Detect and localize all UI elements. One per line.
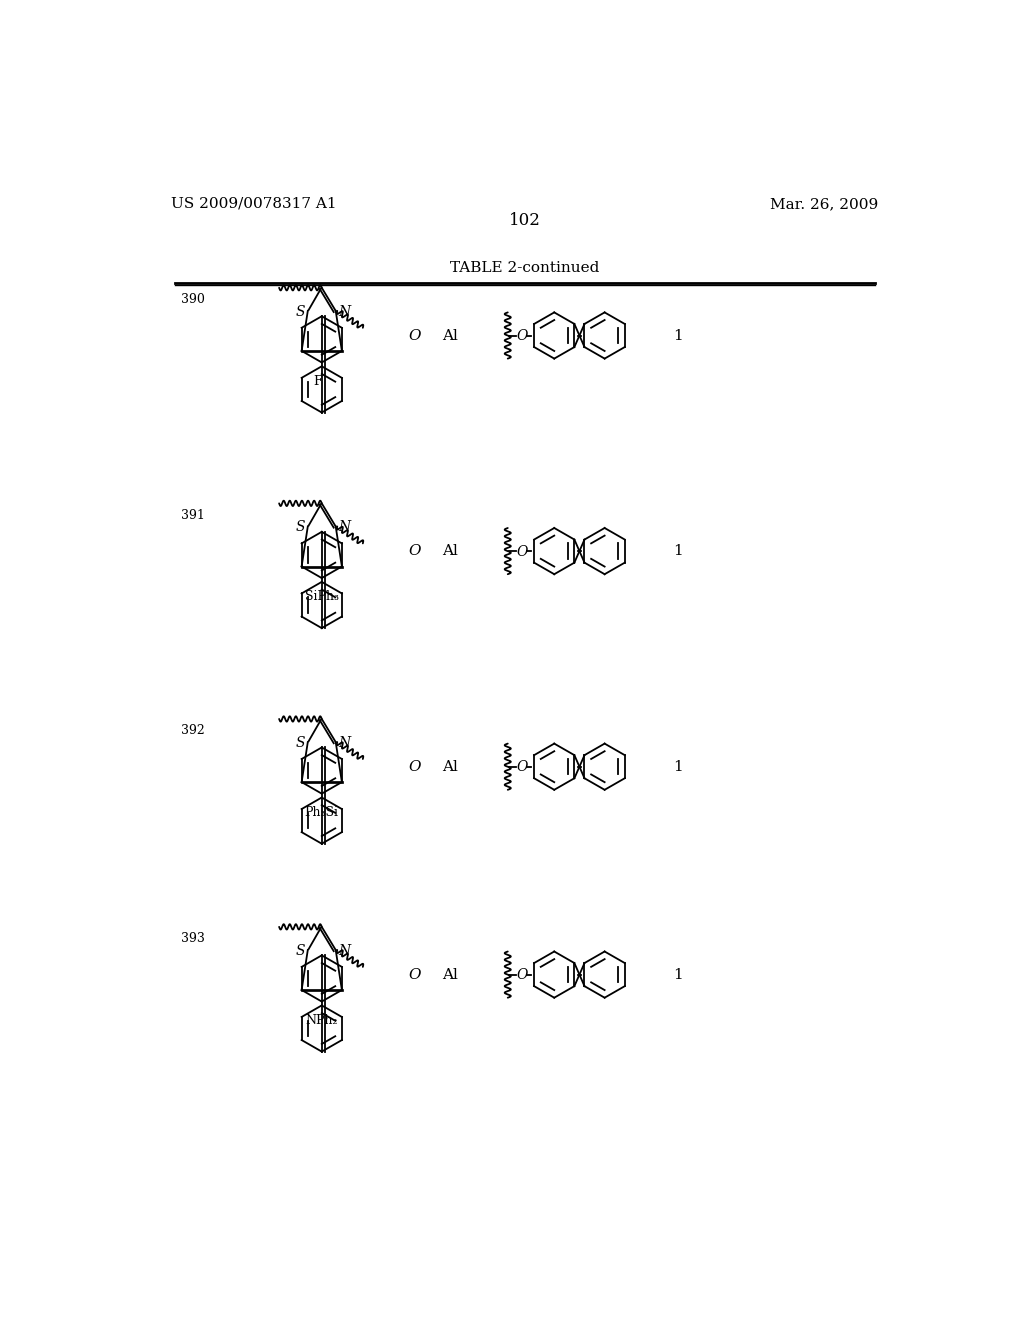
Text: Mar. 26, 2009: Mar. 26, 2009 [770,197,879,211]
Text: O: O [516,329,527,343]
Text: N: N [338,944,350,958]
Text: N: N [338,305,350,318]
Text: S: S [295,305,305,318]
Text: US 2009/0078317 A1: US 2009/0078317 A1 [171,197,336,211]
Text: 392: 392 [180,725,205,738]
Text: S: S [295,520,305,535]
Text: TABLE 2-continued: TABLE 2-continued [451,261,599,275]
Text: O: O [409,544,421,558]
Text: 393: 393 [180,932,205,945]
Text: 1: 1 [674,760,683,774]
Text: N: N [338,735,350,750]
Text: Al: Al [441,968,458,982]
Text: N: N [338,520,350,535]
Text: O: O [516,760,527,775]
Text: 1: 1 [674,329,683,342]
Text: S: S [295,944,305,958]
Text: Ph₃Si: Ph₃Si [305,807,339,818]
Text: O: O [516,545,527,558]
Text: F: F [313,375,323,388]
Text: NPh₂: NPh₂ [305,1014,338,1027]
Text: 1: 1 [674,968,683,982]
Text: O: O [516,969,527,982]
Text: 390: 390 [180,293,205,306]
Text: SiPh₃: SiPh₃ [305,590,339,603]
Text: 1: 1 [674,544,683,558]
Text: O: O [409,329,421,342]
Text: 391: 391 [180,508,205,521]
Text: Al: Al [441,544,458,558]
Text: Al: Al [441,329,458,342]
Text: Al: Al [441,760,458,774]
Text: 102: 102 [509,213,541,230]
Text: S: S [295,735,305,750]
Text: O: O [409,968,421,982]
Text: O: O [409,760,421,774]
